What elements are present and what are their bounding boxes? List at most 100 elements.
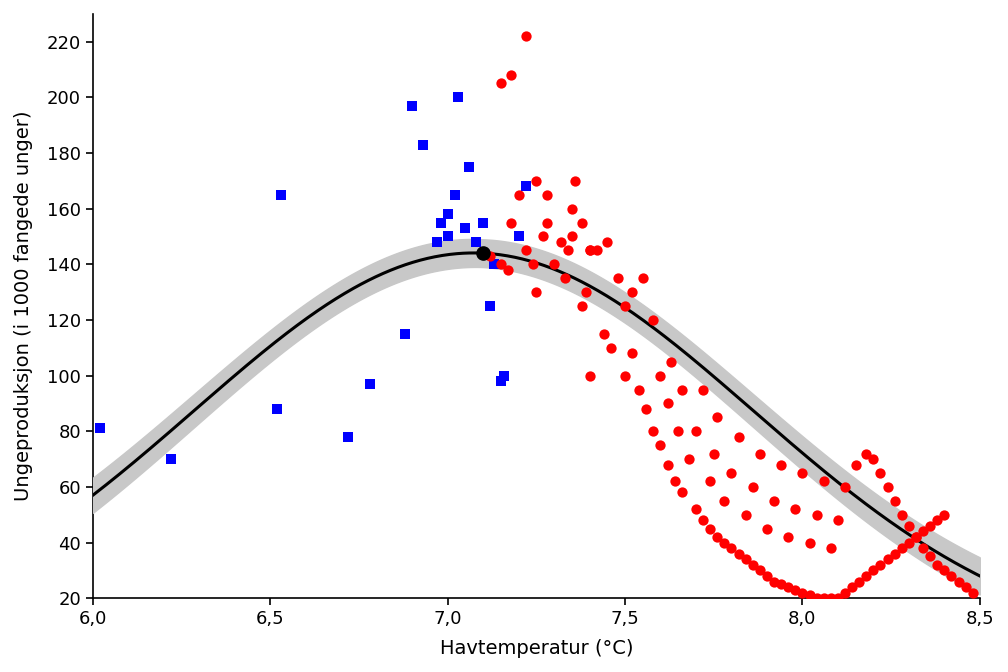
Point <box>922 521 938 532</box>
Point <box>635 273 651 284</box>
Point <box>458 222 474 233</box>
Point <box>92 423 108 434</box>
Point <box>659 398 675 409</box>
Point <box>703 476 719 487</box>
Point <box>780 532 796 542</box>
Point <box>475 217 491 228</box>
Point <box>589 245 605 256</box>
Point <box>273 190 289 200</box>
Point <box>724 468 740 478</box>
Point <box>731 431 747 442</box>
Point <box>759 571 775 581</box>
Point <box>687 504 704 515</box>
Point <box>887 495 903 506</box>
Point <box>837 587 853 598</box>
Point <box>468 237 484 247</box>
Point <box>731 548 747 559</box>
Point <box>439 209 456 220</box>
Point <box>631 384 647 395</box>
Point <box>865 454 881 464</box>
Point <box>808 593 825 603</box>
Point <box>482 251 498 261</box>
Point <box>801 537 817 548</box>
Point <box>787 585 803 595</box>
Point <box>901 537 917 548</box>
Point <box>493 259 509 269</box>
Point <box>773 579 789 589</box>
Point <box>830 593 846 603</box>
Point <box>670 426 686 437</box>
Point <box>575 300 591 311</box>
Point <box>663 356 679 367</box>
Point <box>638 404 654 415</box>
Point <box>745 482 761 493</box>
Point <box>596 329 612 339</box>
Point <box>493 376 509 386</box>
Point <box>341 431 357 442</box>
Point <box>787 504 803 515</box>
Point <box>794 468 810 478</box>
Point <box>439 231 456 242</box>
Point <box>652 439 668 450</box>
Point <box>482 300 498 311</box>
Point <box>858 448 874 459</box>
Point <box>745 559 761 570</box>
Point <box>539 217 555 228</box>
Point <box>929 515 946 526</box>
Point <box>539 190 555 200</box>
Point <box>801 590 817 601</box>
Point <box>894 543 910 554</box>
Point <box>624 348 640 359</box>
Point <box>447 190 463 200</box>
Point <box>823 543 839 554</box>
Point <box>936 565 953 576</box>
Point <box>617 370 633 381</box>
Point <box>687 426 704 437</box>
Point <box>929 559 946 570</box>
Point <box>510 231 526 242</box>
Point <box>603 343 619 353</box>
Point <box>887 548 903 559</box>
Point <box>575 217 591 228</box>
Point <box>556 273 573 284</box>
Point <box>652 370 668 381</box>
Point <box>362 378 378 389</box>
Point <box>582 245 598 256</box>
Point <box>759 523 775 534</box>
Point <box>951 576 967 587</box>
Point <box>872 559 888 570</box>
Point <box>528 175 544 186</box>
Point <box>815 593 832 603</box>
Point <box>943 571 960 581</box>
Point <box>503 70 519 81</box>
Point <box>432 217 449 228</box>
Point <box>908 532 924 542</box>
Point <box>429 237 446 247</box>
Point <box>872 468 888 478</box>
Point <box>794 587 810 598</box>
Point <box>880 482 896 493</box>
Point <box>865 565 881 576</box>
Point <box>475 248 491 259</box>
Point <box>461 161 477 172</box>
Point <box>397 329 413 339</box>
Point <box>610 273 626 284</box>
Point <box>922 551 938 562</box>
Point <box>560 245 577 256</box>
Point <box>546 259 562 269</box>
Point <box>518 181 534 192</box>
Point <box>880 554 896 564</box>
Point <box>752 448 768 459</box>
Y-axis label: Ungeproduksjon (i 1000 fangede unger): Ungeproduksjon (i 1000 fangede unger) <box>14 111 33 501</box>
Point <box>766 495 782 506</box>
Point <box>717 537 733 548</box>
Point <box>563 231 580 242</box>
Point <box>965 587 981 598</box>
Point <box>773 459 789 470</box>
Point <box>848 459 864 470</box>
Point <box>582 245 598 256</box>
Point <box>518 245 534 256</box>
Point <box>823 593 839 603</box>
Point <box>766 576 782 587</box>
Point <box>710 532 726 542</box>
